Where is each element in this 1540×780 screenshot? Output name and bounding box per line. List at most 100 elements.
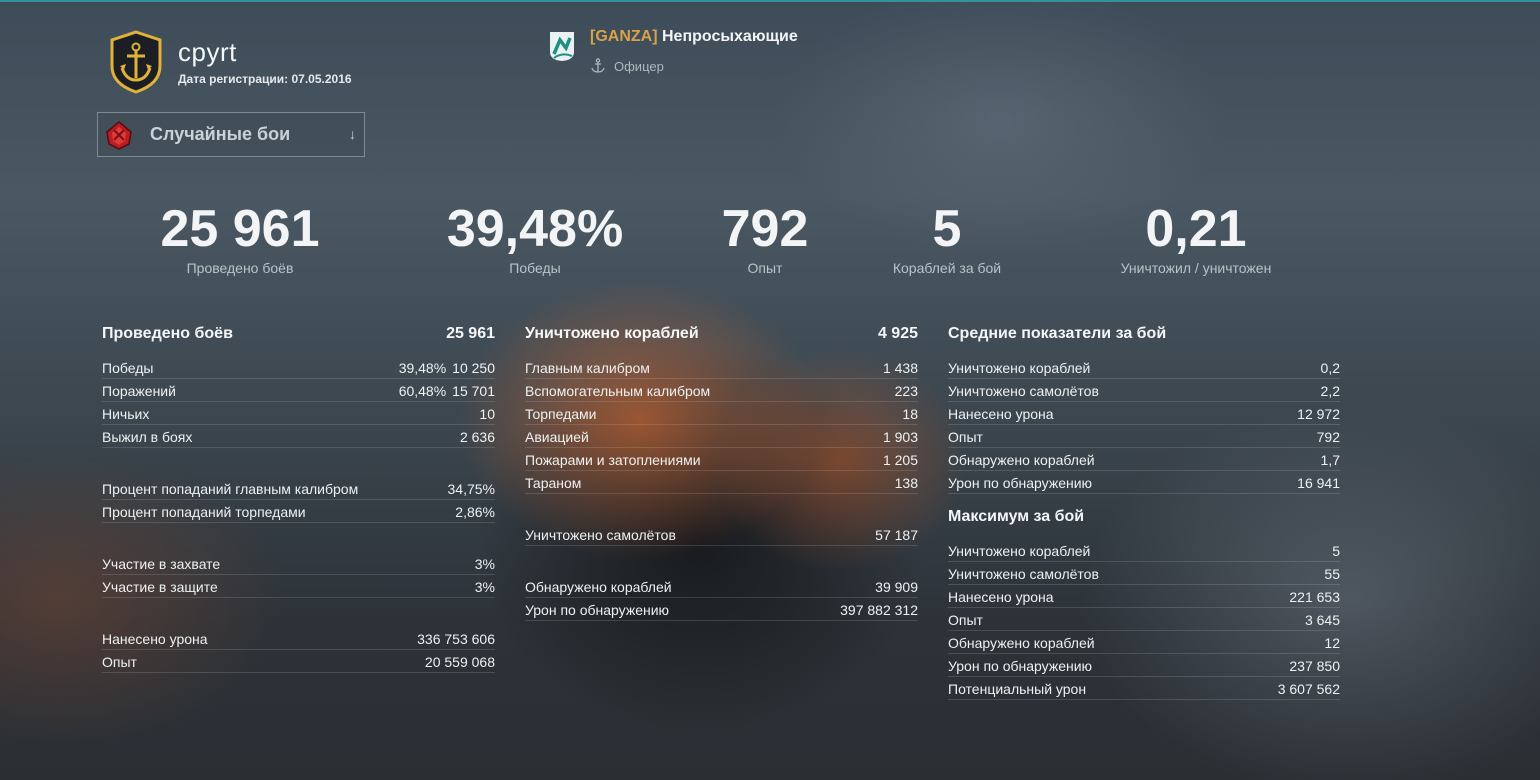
stat-label: Выжил в боях	[102, 429, 193, 445]
stat-value: 1 205	[882, 452, 918, 468]
stat-value: 55	[1324, 566, 1340, 582]
summary-value: 25 961	[160, 200, 320, 258]
column-subheader: Максимум за бой	[948, 508, 1340, 534]
stat-row: Торпедами 18	[525, 402, 918, 425]
player-name: cpyrt	[178, 37, 237, 67]
stat-row: Урон по обнаружению 16 941	[948, 471, 1340, 494]
stat-row: Урон по обнаружению 397 882 312	[525, 598, 918, 621]
summary-label: Проведено боёв	[186, 260, 294, 276]
stat-percent: 39,48%	[398, 360, 447, 376]
column-title: Средние показатели за бой	[948, 325, 1167, 342]
stat-value: 1,7	[1320, 452, 1340, 468]
ships-destroyed-column: Уничтожено кораблей 4 925 Главным калибр…	[525, 325, 918, 621]
stat-value: 336 753 606	[417, 631, 495, 647]
stat-label: Опыт	[948, 612, 983, 628]
stat-row: Опыт 792	[948, 425, 1340, 448]
clan-name[interactable]: [GANZA] Непросыхающие	[590, 28, 798, 46]
stat-row: Уничтожено кораблей 5	[948, 539, 1340, 562]
column-header: Проведено боёв 25 961	[102, 325, 495, 351]
stat-row: Опыт 20 559 068	[102, 650, 495, 673]
summary-battles: 25 961 Проведено боёв	[160, 200, 320, 276]
stat-value: 223	[894, 383, 918, 399]
stat-value: 138	[894, 475, 918, 491]
stat-row: Пожарами и затоплениями 1 205	[525, 448, 918, 471]
stat-value: 5	[1332, 543, 1340, 559]
stat-row: Нанесено урона 12 972	[948, 402, 1340, 425]
stat-label: Уничтожено кораблей	[948, 360, 1091, 376]
stat-value: 2,2	[1320, 383, 1340, 399]
stat-label: Уничтожено самолётов	[948, 566, 1099, 582]
stat-value: 237 850	[1289, 658, 1340, 674]
summary-value: 792	[721, 200, 809, 258]
summary-value: 5	[932, 200, 962, 258]
stat-row: Поражений 60,48% 15 701	[102, 379, 495, 402]
stat-label: Уничтожено кораблей	[948, 543, 1091, 559]
stat-row: Выжил в боях 2 636	[102, 425, 495, 448]
summary-label: Опыт	[747, 260, 783, 276]
stat-value: 3%	[474, 579, 495, 595]
stat-value: 57 187	[875, 527, 918, 543]
stat-label: Опыт	[102, 654, 137, 670]
column-total: 4 925	[877, 325, 918, 342]
stat-label: Участие в захвате	[102, 556, 221, 572]
column-title: Уничтожено кораблей	[525, 325, 699, 342]
clan-role-label: Офицер	[614, 58, 664, 74]
summary-value: 39,48%	[446, 200, 624, 258]
stat-row: Нанесено урона 221 653	[948, 585, 1340, 608]
stat-value: 3 645	[1304, 612, 1340, 628]
stat-count: 15 701	[452, 383, 495, 399]
stat-label: Обнаружено кораблей	[525, 579, 672, 595]
stat-label: Авиацией	[525, 429, 589, 445]
stat-label: Уничтожено самолётов	[525, 527, 676, 543]
stat-label: Главным калибром	[525, 360, 650, 376]
stat-value: 34,75%	[447, 481, 495, 497]
clan-role: Офицер	[590, 58, 664, 74]
stat-row: Опыт 3 645	[948, 608, 1340, 631]
stat-row: Обнаружено кораблей 39 909	[525, 575, 918, 598]
stat-row: Уничтожено самолётов 2,2	[948, 379, 1340, 402]
stat-row: Участие в захвате 3%	[102, 552, 495, 575]
stat-row: Обнаружено кораблей 12	[948, 631, 1340, 654]
stat-value: 0,2	[1320, 360, 1340, 376]
stat-label: Обнаружено кораблей	[948, 635, 1095, 651]
top-accent-line	[0, 0, 1540, 2]
averages-column: Средние показатели за бой Уничтожено кор…	[948, 325, 1340, 700]
stat-label: Нанесено урона	[948, 406, 1054, 422]
column-header: Средние показатели за бой	[948, 325, 1340, 351]
battle-mode-dropdown[interactable]: Случайные бои ↓	[97, 112, 365, 157]
summary-kd-ratio: 0,21 Уничтожил / уничтожен	[1100, 200, 1292, 276]
column-title: Проведено боёв	[102, 325, 233, 342]
stat-row: Обнаружено кораблей 1,7	[948, 448, 1340, 471]
stat-label: Обнаружено кораблей	[948, 452, 1095, 468]
column-header: Уничтожено кораблей 4 925	[525, 325, 918, 351]
clan-tag: [GANZA]	[590, 28, 658, 45]
stat-row: Нанесено урона 336 753 606	[102, 627, 495, 650]
stat-value: 39 909	[875, 579, 918, 595]
summary-label: Кораблей за бой	[892, 260, 1002, 276]
stat-row: Главным калибром 1 438	[525, 356, 918, 379]
summary-label: Уничтожил / уничтожен	[1120, 260, 1272, 276]
summary-value: 0,21	[1145, 200, 1247, 258]
stat-value: 39,48% 10 250	[399, 360, 495, 376]
clan-title: Непросыхающие	[662, 28, 798, 45]
stat-value: 1 903	[882, 429, 918, 445]
stat-label: Процент попаданий главным калибром	[102, 481, 359, 497]
column-subtitle: Максимум за бой	[948, 508, 1085, 525]
clan-emblem-icon	[550, 32, 574, 61]
stat-label: Тараном	[525, 475, 582, 491]
registration-date: Дата регистрации: 07.05.2016	[178, 72, 352, 86]
stat-value: 60,48% 15 701	[399, 383, 495, 399]
random-battles-icon	[106, 120, 132, 150]
stat-label: Опыт	[948, 429, 983, 445]
stat-row: Уничтожено кораблей 0,2	[948, 356, 1340, 379]
stat-row: Вспомогательным калибром 223	[525, 379, 918, 402]
stat-row: Участие в защите 3%	[102, 575, 495, 598]
arrow-down-icon: ↓	[349, 126, 356, 142]
stat-row: Авиацией 1 903	[525, 425, 918, 448]
stat-row: Процент попаданий торпедами 2,86%	[102, 500, 495, 523]
stat-value: 397 882 312	[840, 602, 918, 618]
stat-label: Пожарами и затоплениями	[525, 452, 701, 468]
stat-value: 10	[479, 406, 495, 422]
stat-row: Победы 39,48% 10 250	[102, 356, 495, 379]
summary-winrate: 39,48% Победы	[440, 200, 630, 276]
